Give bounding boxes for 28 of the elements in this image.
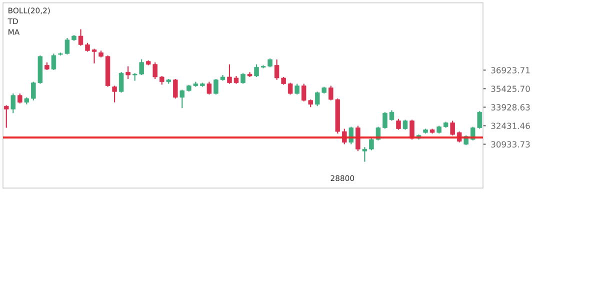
candlestick <box>173 78 178 100</box>
candlestick <box>206 81 212 96</box>
y-tick-label: 36923.71 <box>491 67 530 74</box>
candlestick <box>4 104 9 128</box>
candlestick <box>240 72 246 84</box>
candlestick <box>402 119 408 130</box>
candlestick <box>294 83 300 96</box>
candlestick <box>92 48 97 64</box>
candlestick <box>180 89 185 109</box>
candlestick <box>254 64 259 78</box>
y-tick-label: 33928.63 <box>491 104 530 110</box>
candlestick <box>18 93 22 104</box>
candlestick <box>396 118 401 130</box>
candlestick <box>51 53 56 71</box>
candlestick <box>450 120 455 136</box>
y-tick-label: 35425.70 <box>491 86 530 92</box>
y-tick-label: 32431.46 <box>491 122 530 129</box>
candlestick <box>112 85 117 103</box>
candlestick <box>118 71 124 94</box>
candlestick <box>227 64 232 84</box>
candlestick <box>126 66 130 80</box>
candlestick <box>10 93 16 114</box>
candlestick <box>78 28 84 46</box>
candlestick <box>410 119 414 140</box>
candlestick <box>288 82 293 96</box>
candlestick <box>356 125 360 152</box>
candlestick <box>362 146 368 162</box>
y-tick-label: 30933.73 <box>491 141 530 148</box>
